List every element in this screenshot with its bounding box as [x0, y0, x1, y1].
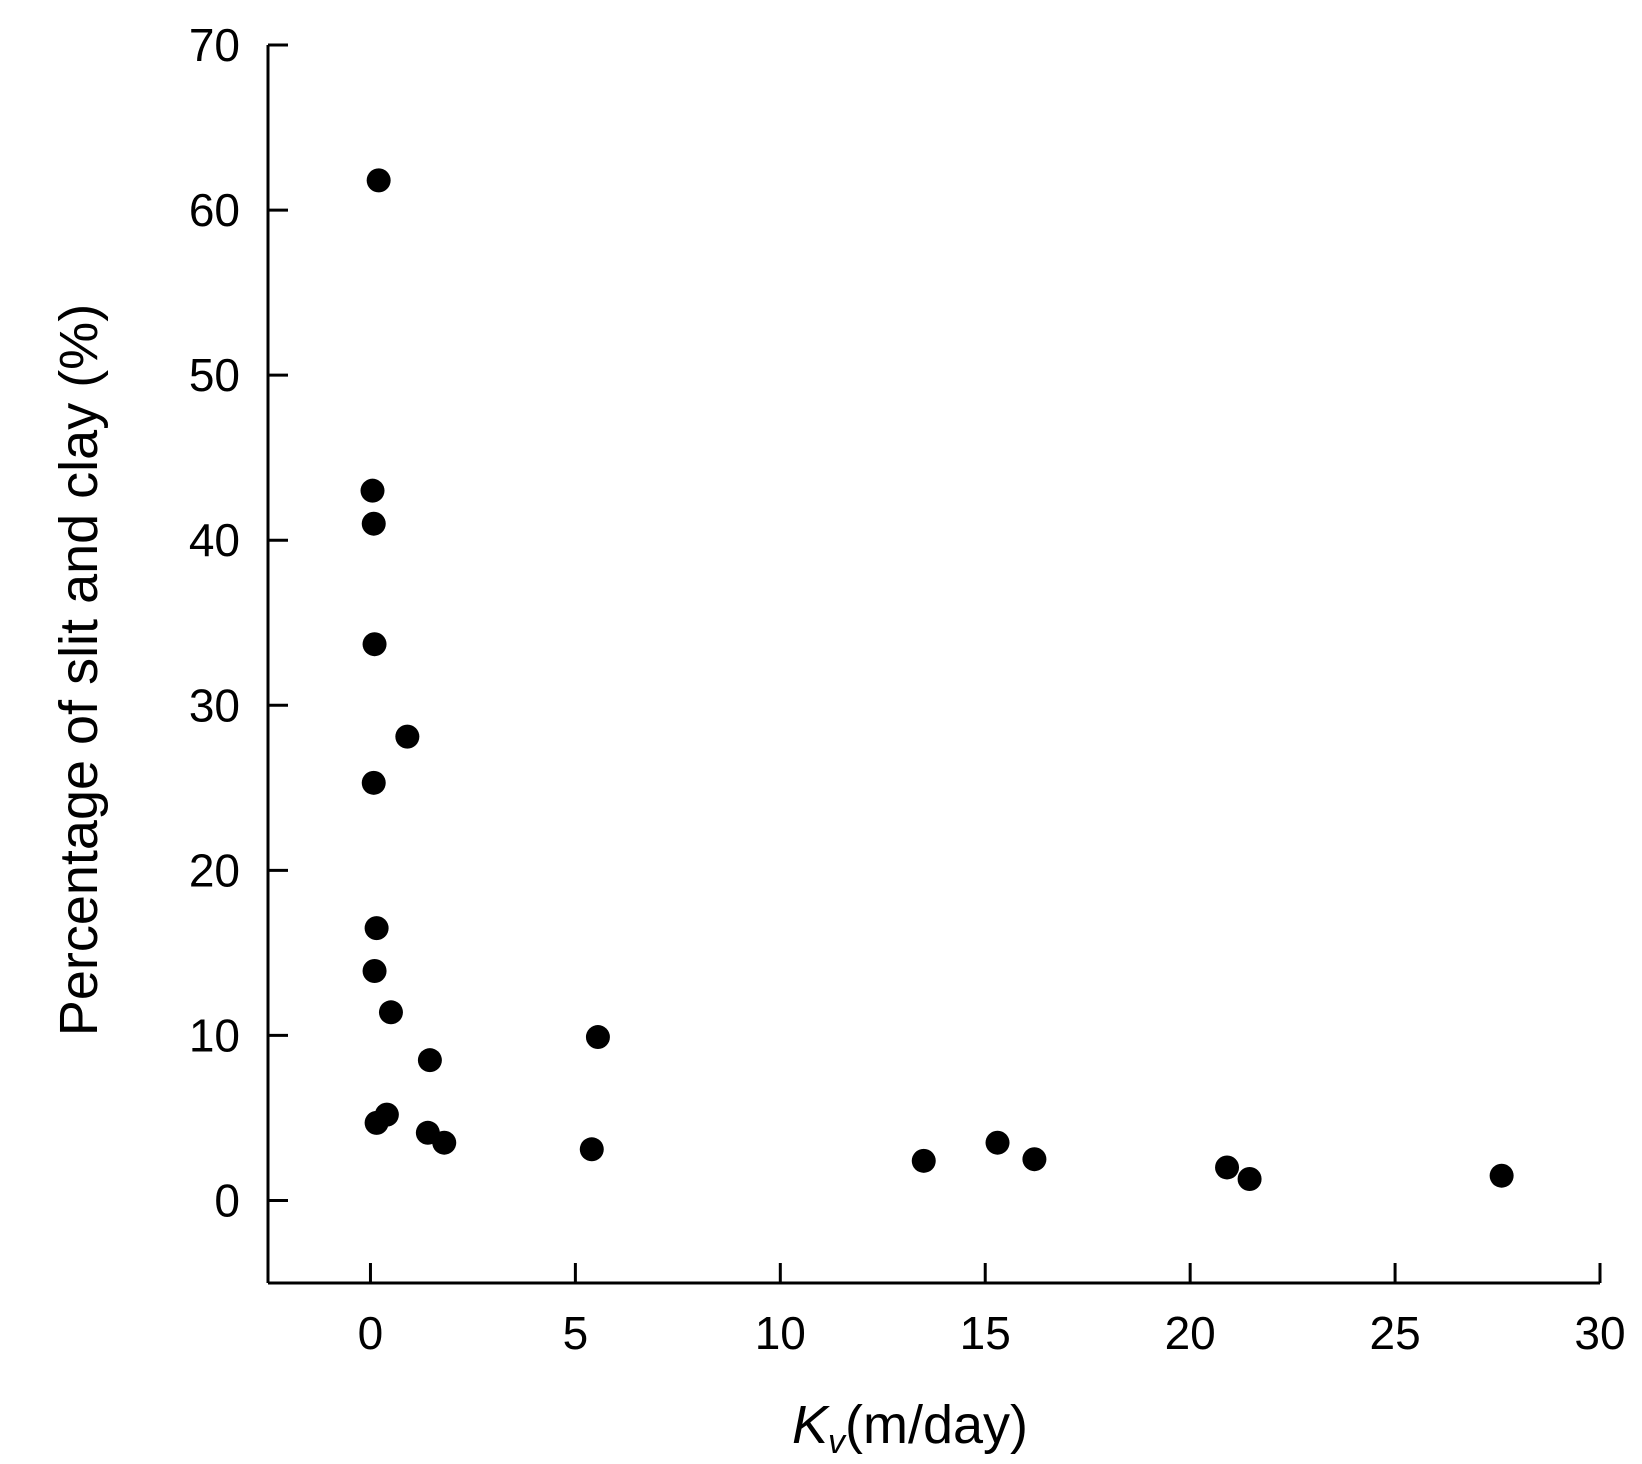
x-ticks: 0 5 10 15 20 25 30 — [358, 1263, 1626, 1359]
y-ticks: 0 10 20 30 40 50 60 70 — [189, 19, 288, 1226]
data-point — [579, 1137, 604, 1162]
x-tick-label: 30 — [1574, 1307, 1625, 1359]
x-tick-label: 20 — [1165, 1307, 1216, 1359]
x-tick-label: 0 — [358, 1307, 384, 1359]
data-point — [395, 724, 420, 749]
data-point — [374, 1102, 399, 1127]
y-tick-label: 30 — [189, 679, 240, 731]
y-tick-label: 10 — [189, 1009, 240, 1061]
y-tick-label: 20 — [189, 844, 240, 896]
data-point — [585, 1025, 610, 1050]
data-point — [417, 1048, 442, 1073]
data-point — [432, 1130, 457, 1155]
x-axis-title: Kv(m/day) — [792, 1395, 1028, 1461]
data-point — [911, 1148, 936, 1173]
y-tick-label: 60 — [189, 184, 240, 236]
data-point — [1237, 1167, 1262, 1192]
x-axis-symbol: K — [792, 1395, 830, 1455]
data-point — [1215, 1155, 1240, 1180]
data-point — [360, 478, 385, 503]
x-axis-subscript: v — [828, 1423, 847, 1461]
y-axis-title: Percentage of slit and clay (%) — [49, 304, 109, 1036]
data-point — [1489, 1163, 1514, 1188]
data-point — [362, 632, 387, 657]
axes — [266, 45, 1600, 1285]
x-tick-label: 5 — [563, 1307, 589, 1359]
y-tick-label: 40 — [189, 514, 240, 566]
x-axis-unit: (m/day) — [845, 1395, 1028, 1455]
y-tick-label: 70 — [189, 19, 240, 71]
data-point — [378, 1000, 403, 1025]
data-point — [362, 959, 387, 984]
y-tick-label: 50 — [189, 349, 240, 401]
x-tick-label: 25 — [1369, 1307, 1420, 1359]
x-tick-label: 15 — [960, 1307, 1011, 1359]
data-points — [360, 168, 1514, 1192]
x-tick-label: 10 — [755, 1307, 806, 1359]
data-point — [364, 916, 389, 941]
y-tick-label: 0 — [214, 1174, 240, 1226]
data-point — [366, 168, 391, 193]
data-point — [1022, 1147, 1047, 1172]
data-point — [361, 511, 386, 536]
data-point — [361, 770, 386, 795]
data-point — [985, 1130, 1010, 1155]
